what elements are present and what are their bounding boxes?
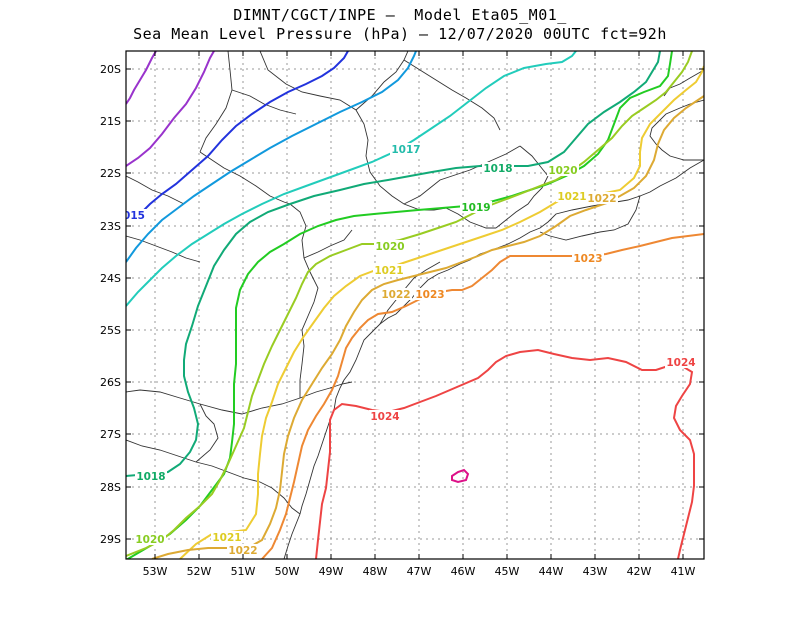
- contour-label-bg: [135, 470, 167, 482]
- contour-label-bg: [460, 201, 492, 213]
- contour-label-bg: [547, 164, 579, 176]
- contour-labels: 0151017101810181019102010201020102110211…: [123, 143, 697, 557]
- contour-label: 1017: [391, 144, 420, 156]
- contour-label: 1022: [381, 289, 410, 301]
- lon-tick-label: 43W: [583, 565, 608, 578]
- lon-tick-label: 42W: [627, 565, 652, 578]
- contour-label: 1023: [573, 253, 602, 265]
- isobar-1017: [126, 51, 577, 307]
- contour-label: 1020: [135, 534, 164, 546]
- contour-label-bg: [572, 252, 604, 264]
- contour-label-bg: [380, 288, 412, 300]
- contour-label: 1020: [375, 241, 404, 253]
- isobar-1016: [126, 51, 417, 263]
- contour-label-bg: [665, 356, 697, 368]
- isobar-1018: [126, 51, 661, 477]
- map-frame: [125, 50, 705, 560]
- lat-tick-label: 29S: [100, 533, 121, 546]
- lon-tick-label: 52W: [187, 565, 212, 578]
- lon-tick-label: 50W: [275, 565, 300, 578]
- lat-tick-label: 25S: [100, 324, 121, 337]
- lat-tick-label: 23S: [100, 220, 121, 233]
- contour-label: 1024: [666, 357, 695, 369]
- contour-label: 1024: [370, 411, 399, 423]
- contour-label: 1021: [374, 265, 403, 277]
- chart-title-line1: DIMNT/CGCT/INPE – Model Eta05_M01_: [233, 6, 567, 24]
- chart-title-line2: Sea Mean Level Pressure (hPa) – 12/07/20…: [133, 25, 667, 43]
- lon-tick-label: 41W: [671, 565, 696, 578]
- contour-label-bg: [414, 288, 446, 300]
- isobar-1019: [126, 51, 673, 559]
- isobar-1012: [126, 51, 157, 105]
- contour-label-bg: [211, 531, 243, 543]
- latitude-labels: 20S 21S 22S 23S 24S 25S 26S 27S 28S 29S: [100, 63, 121, 546]
- isobar-1021: [179, 65, 704, 559]
- contour-label: 015: [123, 210, 145, 222]
- lon-tick-label: 45W: [495, 565, 520, 578]
- contour-label: 1023: [415, 289, 444, 301]
- contour-label: 1022: [228, 545, 257, 557]
- contour-label-bg: [227, 544, 259, 556]
- lon-tick-label: 47W: [407, 565, 432, 578]
- contour-label-bg: [374, 240, 406, 252]
- lon-tick-label: 53W: [143, 565, 168, 578]
- lat-tick-label: 20S: [100, 63, 121, 76]
- isobar-1022: [151, 95, 704, 559]
- contour-label: 1018: [483, 163, 512, 175]
- lat-tick-label: 21S: [100, 115, 121, 128]
- lat-tick-label: 28S: [100, 481, 121, 494]
- contour-label-bg: [556, 190, 588, 202]
- lon-tick-label: 46W: [451, 565, 476, 578]
- contour-label-bg: [482, 162, 514, 174]
- contour-label: 1021: [557, 191, 586, 203]
- contour-label: 1020: [548, 165, 577, 177]
- lat-tick-label: 27S: [100, 428, 121, 441]
- isobar-1015: [139, 51, 349, 215]
- lat-tick-label: 24S: [100, 272, 121, 285]
- contour-label: 1018: [136, 471, 165, 483]
- isobar-1020: [126, 51, 693, 557]
- contour-label-bg: [373, 264, 405, 276]
- longitude-labels: 53W 52W 51W 50W 49W 48W 47W 46W 45W 44W 43W 42W 41W: [143, 565, 696, 578]
- contour-label-bg: [586, 192, 618, 204]
- contour-label: 1022: [587, 193, 616, 205]
- isobar-1013: [126, 51, 215, 167]
- contour-label-bg: [126, 209, 147, 221]
- map-frame-bg: [126, 51, 704, 559]
- contour-label-bg: [369, 410, 401, 422]
- lon-tick-label: 51W: [231, 565, 256, 578]
- isobar-1024: [315, 348, 695, 559]
- axis-ticks: [126, 51, 704, 559]
- contour-label: 1019: [461, 202, 490, 214]
- contour-label: 1021: [212, 532, 241, 544]
- lat-tick-label: 26S: [100, 376, 121, 389]
- contour-label-bg: [134, 533, 166, 545]
- contour-label-bg: [390, 143, 422, 155]
- lat-tick-label: 22S: [100, 167, 121, 180]
- lon-tick-label: 44W: [539, 565, 564, 578]
- lon-tick-label: 48W: [363, 565, 388, 578]
- lon-tick-label: 49W: [319, 565, 344, 578]
- isobar-1024-closed: [451, 468, 470, 484]
